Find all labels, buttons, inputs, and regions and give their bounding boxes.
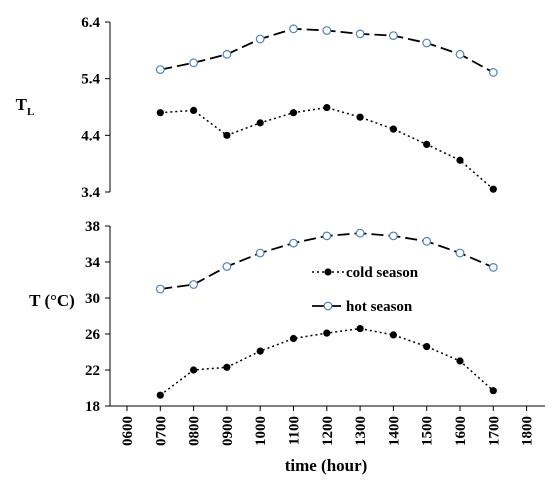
top-cold-point	[156, 109, 164, 117]
bottom-hot-point	[222, 262, 232, 271]
top-hot-point	[289, 24, 298, 34]
top-series-line-hot	[160, 27, 494, 74]
bottom-y-tick-label: 34	[85, 255, 101, 271]
legend-label-hot: hot season	[346, 299, 413, 315]
bottom-y-axis-title: T (°C)	[29, 291, 75, 310]
bottom-cold-point	[323, 329, 331, 337]
bottom-hot-point	[422, 236, 432, 246]
bottom-cold-point	[289, 334, 298, 343]
top-cold-point	[489, 185, 497, 193]
x-tick-label: 1700	[486, 416, 502, 446]
top-y-axis-title-sub: L	[27, 106, 34, 118]
top-cold-point	[356, 113, 364, 121]
bottom-cold-point	[256, 347, 264, 355]
x-tick-label: 0600	[120, 416, 136, 446]
top-hot-point	[255, 34, 265, 44]
bottom-y-tick-label: 30	[85, 291, 100, 307]
x-tick-label: 1800	[520, 416, 536, 446]
top-y-axis-title-main: T	[16, 95, 28, 114]
bottom-hot-point	[155, 284, 165, 294]
x-tick-label: 1200	[320, 416, 336, 446]
legend-marker-cold	[324, 268, 332, 276]
top-cold-point	[256, 119, 264, 127]
top-hot-point	[189, 58, 199, 68]
top-cold-point	[423, 140, 431, 148]
bottom-y-tick-label: 38	[85, 219, 100, 235]
top-hot-point	[488, 68, 498, 77]
top-cold-point	[456, 156, 464, 164]
top-cold-point	[389, 125, 397, 133]
bottom-hot-point	[488, 263, 498, 272]
x-tick-label: 1000	[253, 416, 269, 446]
bottom-series-line-hot	[160, 232, 494, 290]
x-tick-label: 1600	[453, 416, 469, 446]
top-hot-point	[222, 49, 232, 59]
x-tick-label: 0900	[220, 416, 236, 446]
bottom-series-line-cold	[159, 327, 494, 396]
bottom-cold-point	[456, 357, 464, 365]
bottom-y-tick-label: 18	[85, 399, 100, 415]
top-cold-point	[289, 109, 298, 117]
bottom-hot-point	[322, 231, 332, 241]
bottom-hot-point	[389, 231, 398, 241]
bottom-hot-point	[355, 228, 365, 238]
top-panel: 3.4 4.4 5.4 6.4	[81, 15, 498, 201]
bottom-cold-point	[423, 343, 431, 351]
top-y-tick-label: 4.4	[81, 128, 100, 144]
top-cold-point	[190, 106, 198, 114]
top-y-tick-label: 5.4	[81, 72, 100, 88]
top-cold-point	[323, 103, 331, 112]
top-hot-point	[155, 65, 165, 74]
bottom-panel: 18 22 26 30 34 38 0600 0700 0800 0900 1000 1100 1200…	[85, 219, 545, 446]
bottom-cold-point	[156, 391, 164, 399]
legend-label-cold: cold season	[346, 265, 419, 281]
x-tick-label: 1300	[353, 416, 369, 446]
legend: cold season hot season	[312, 265, 419, 315]
top-y-axis-title: TL	[16, 95, 35, 118]
bottom-cold-point	[223, 363, 231, 371]
top-hot-point	[422, 38, 432, 48]
top-hot-point	[355, 29, 365, 39]
bottom-y-tick-label: 26	[85, 327, 101, 343]
top-cold-point	[223, 131, 231, 139]
bottom-cold-point	[356, 325, 364, 333]
bottom-hot-point	[289, 238, 298, 248]
top-y-tick-label: 6.4	[81, 15, 100, 31]
bottom-cold-point	[190, 366, 198, 374]
x-tick-label: 0700	[153, 416, 169, 446]
top-y-tick-label: 3.4	[81, 185, 100, 201]
bottom-cold-point	[489, 387, 497, 395]
bottom-hot-point	[189, 280, 199, 289]
x-axis-title: time (hour)	[285, 456, 368, 475]
legend-marker-hot	[323, 301, 333, 311]
bottom-cold-point	[389, 331, 397, 339]
x-tick-label: 1100	[287, 416, 303, 445]
bottom-hot-point	[255, 248, 265, 258]
top-series-line-cold	[160, 106, 494, 190]
top-hot-point	[455, 49, 465, 59]
bottom-hot-point	[455, 248, 465, 258]
x-tick-label: 1400	[386, 416, 402, 446]
bottom-y-tick-label: 22	[85, 363, 100, 379]
top-hot-point	[322, 26, 332, 35]
x-tick-label: 0800	[187, 416, 203, 446]
x-tick-label: 1500	[420, 416, 436, 446]
top-hot-point	[389, 31, 398, 40]
